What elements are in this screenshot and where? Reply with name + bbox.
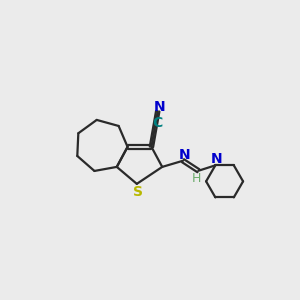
Text: H: H — [192, 172, 202, 185]
Text: N: N — [179, 148, 190, 162]
Text: S: S — [133, 184, 142, 199]
Text: C: C — [152, 116, 162, 130]
Text: N: N — [211, 152, 223, 166]
Text: N: N — [154, 100, 165, 114]
